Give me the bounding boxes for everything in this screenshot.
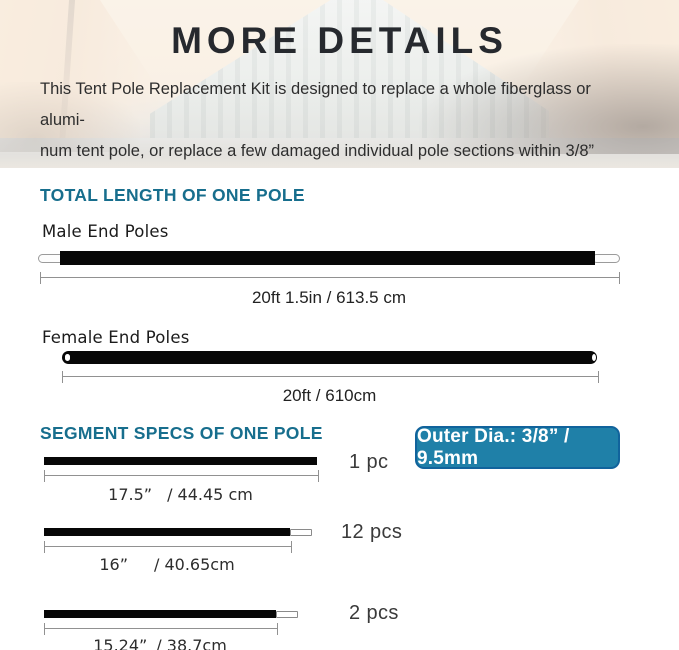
- male-pole-measurement: 20ft 1.5in / 613.5 cm: [251, 288, 407, 307]
- segment-count: 1 pc: [349, 451, 389, 473]
- segment-bar: [44, 528, 290, 536]
- male-pole-dimension-line: [40, 272, 620, 284]
- shadow-bottom-left: [0, 82, 140, 152]
- shadow-bottom-right: [419, 44, 679, 154]
- segment-inches: 16”: [99, 555, 128, 574]
- female-pole-measurement: 20ft / 610cm: [282, 386, 377, 405]
- segment-count: 12 pcs: [341, 521, 403, 543]
- segment-cm: / 44.45 cm: [167, 485, 253, 504]
- female-pole-dimension-line: [62, 371, 599, 383]
- outer-diameter-badge: Outer Dia.: 3/8” / 9.5mm: [415, 426, 620, 469]
- segment-dimension-line: [44, 623, 278, 635]
- segment-bar: [44, 457, 317, 465]
- segment-ferrule: [276, 611, 298, 618]
- segment-count: 2 pcs: [349, 602, 399, 624]
- segment-measurement: 16” / 40.65cm: [44, 555, 290, 574]
- male-pole-bar: [60, 251, 595, 265]
- segment-measurement: 17.5” / 44.45 cm: [44, 485, 317, 504]
- description-line: This Tent Pole Replacement Kit is design…: [40, 80, 591, 129]
- segment-dimension-line: [44, 541, 292, 553]
- total-length-section-title: TOTAL LENGTH OF ONE POLE: [40, 185, 305, 205]
- female-pole-bar: [62, 351, 597, 364]
- segment-inches: 15.24”: [93, 636, 148, 650]
- photo-wash-overlay: [0, 0, 679, 168]
- page-title: MORE DETAILS: [171, 20, 508, 61]
- male-end-poles-label: Male End Poles: [42, 222, 169, 241]
- female-pole-left-socket: [65, 354, 70, 361]
- description-line: num tent pole, or replace a few damaged …: [40, 142, 594, 160]
- segment-cm: / 40.65cm: [153, 555, 235, 574]
- male-pole-right-tip: [592, 254, 620, 263]
- product-description: This Tent Pole Replacement Kit is design…: [40, 74, 640, 168]
- segment-specs-section-title: SEGMENT SPECS OF ONE POLE: [40, 423, 323, 443]
- segment-measurement: 15.24” / 38.7cm: [44, 636, 276, 650]
- segment-cm: / 38.7cm: [156, 636, 227, 650]
- outer-diameter-badge-label: Outer Dia.: 3/8” / 9.5mm: [417, 425, 570, 469]
- segment-inches: 17.5”: [108, 485, 153, 504]
- female-end-poles-label: Female End Poles: [42, 328, 190, 347]
- female-pole-right-socket: [592, 354, 596, 361]
- segment-bar: [44, 610, 276, 618]
- header-banner: MORE DETAILS This Tent Pole Replacement …: [0, 0, 679, 168]
- segment-dimension-line: [44, 470, 319, 482]
- segment-ferrule: [290, 529, 312, 536]
